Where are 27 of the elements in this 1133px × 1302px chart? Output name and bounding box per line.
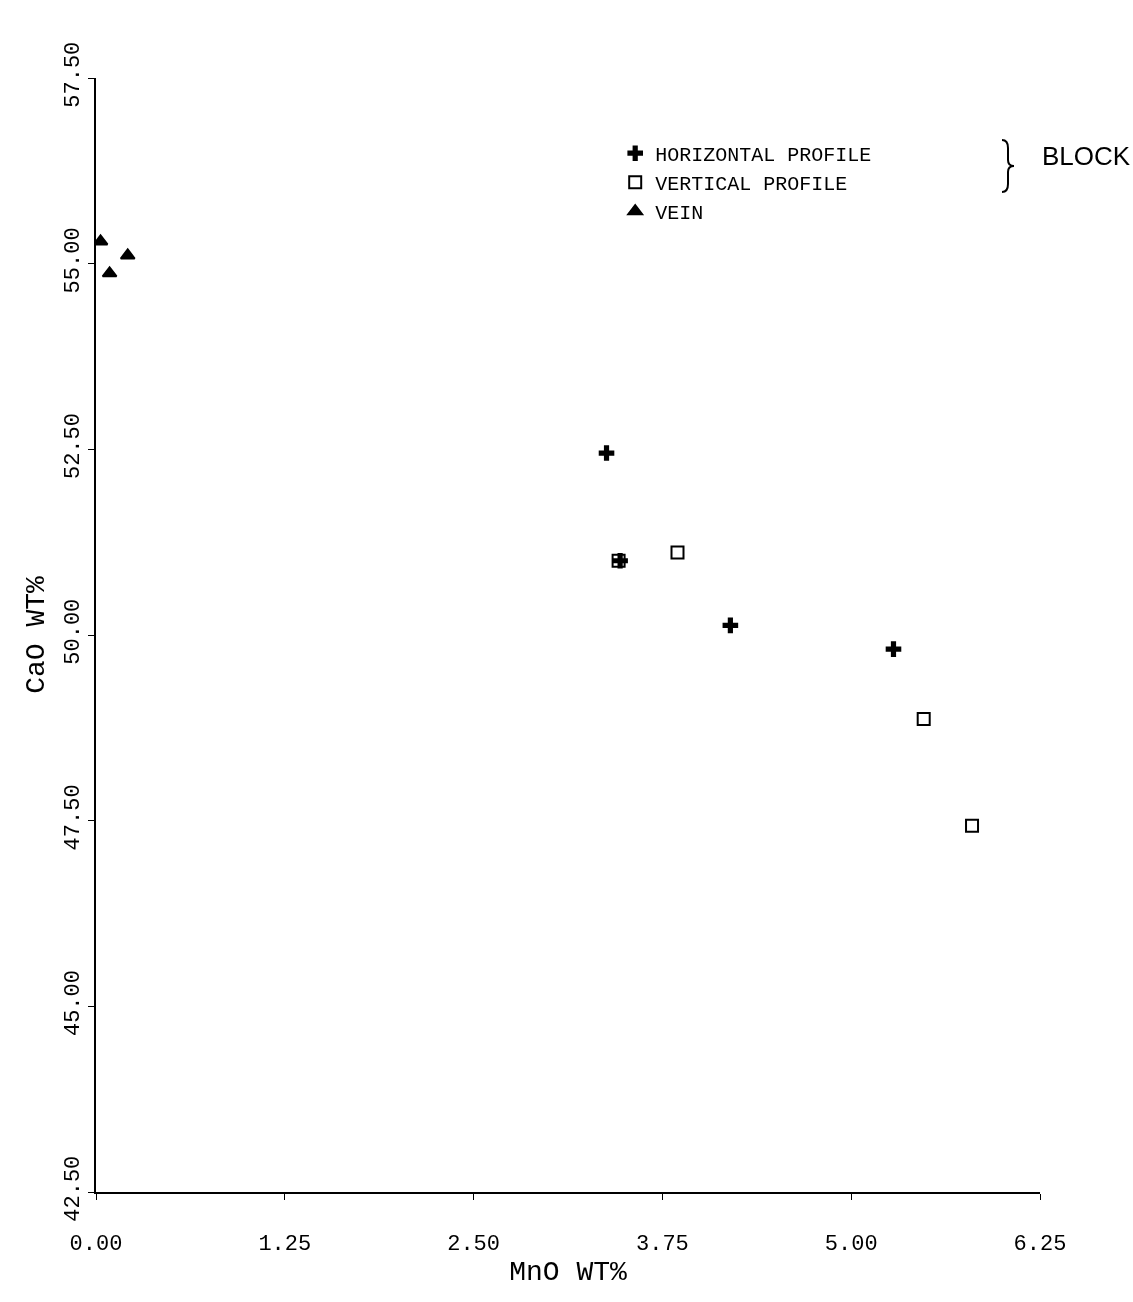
x-tick-label: 3.75 (635, 1232, 689, 1258)
legend-label: HORIZONTAL PROFILE (655, 144, 872, 167)
y-tick-label: 45.00 (61, 970, 87, 1037)
x-axis-title: MnO WT% (509, 1257, 627, 1288)
y-tick-label: 50.00 (61, 598, 87, 665)
point (965, 818, 980, 833)
x-tick-label: 5.00 (824, 1232, 878, 1258)
x-tick-label: 0.00 (69, 1232, 123, 1258)
legend-title: BLOCK (1042, 141, 1131, 171)
y-tick-label: 47.50 (61, 784, 87, 851)
legend-label: VERTICAL PROFILE (655, 173, 848, 196)
x-tick-label: 1.25 (258, 1232, 312, 1258)
y-tick-label: 57.50 (61, 41, 87, 108)
point (101, 266, 118, 278)
legend-label: VEIN (655, 202, 704, 225)
point (598, 445, 615, 461)
x-tick-label: 6.25 (1013, 1232, 1067, 1258)
y-tick-label: 52.50 (61, 413, 87, 480)
point (119, 248, 136, 260)
x-tick-label: 2.50 (447, 1232, 501, 1258)
point (885, 641, 902, 657)
y-axis-title: CaO WT% (21, 576, 53, 694)
y-tick-label: 42.50 (61, 1155, 87, 1222)
point (916, 711, 931, 726)
point (670, 545, 685, 560)
y-tick-label: 55.00 (61, 227, 87, 294)
point (722, 617, 739, 634)
